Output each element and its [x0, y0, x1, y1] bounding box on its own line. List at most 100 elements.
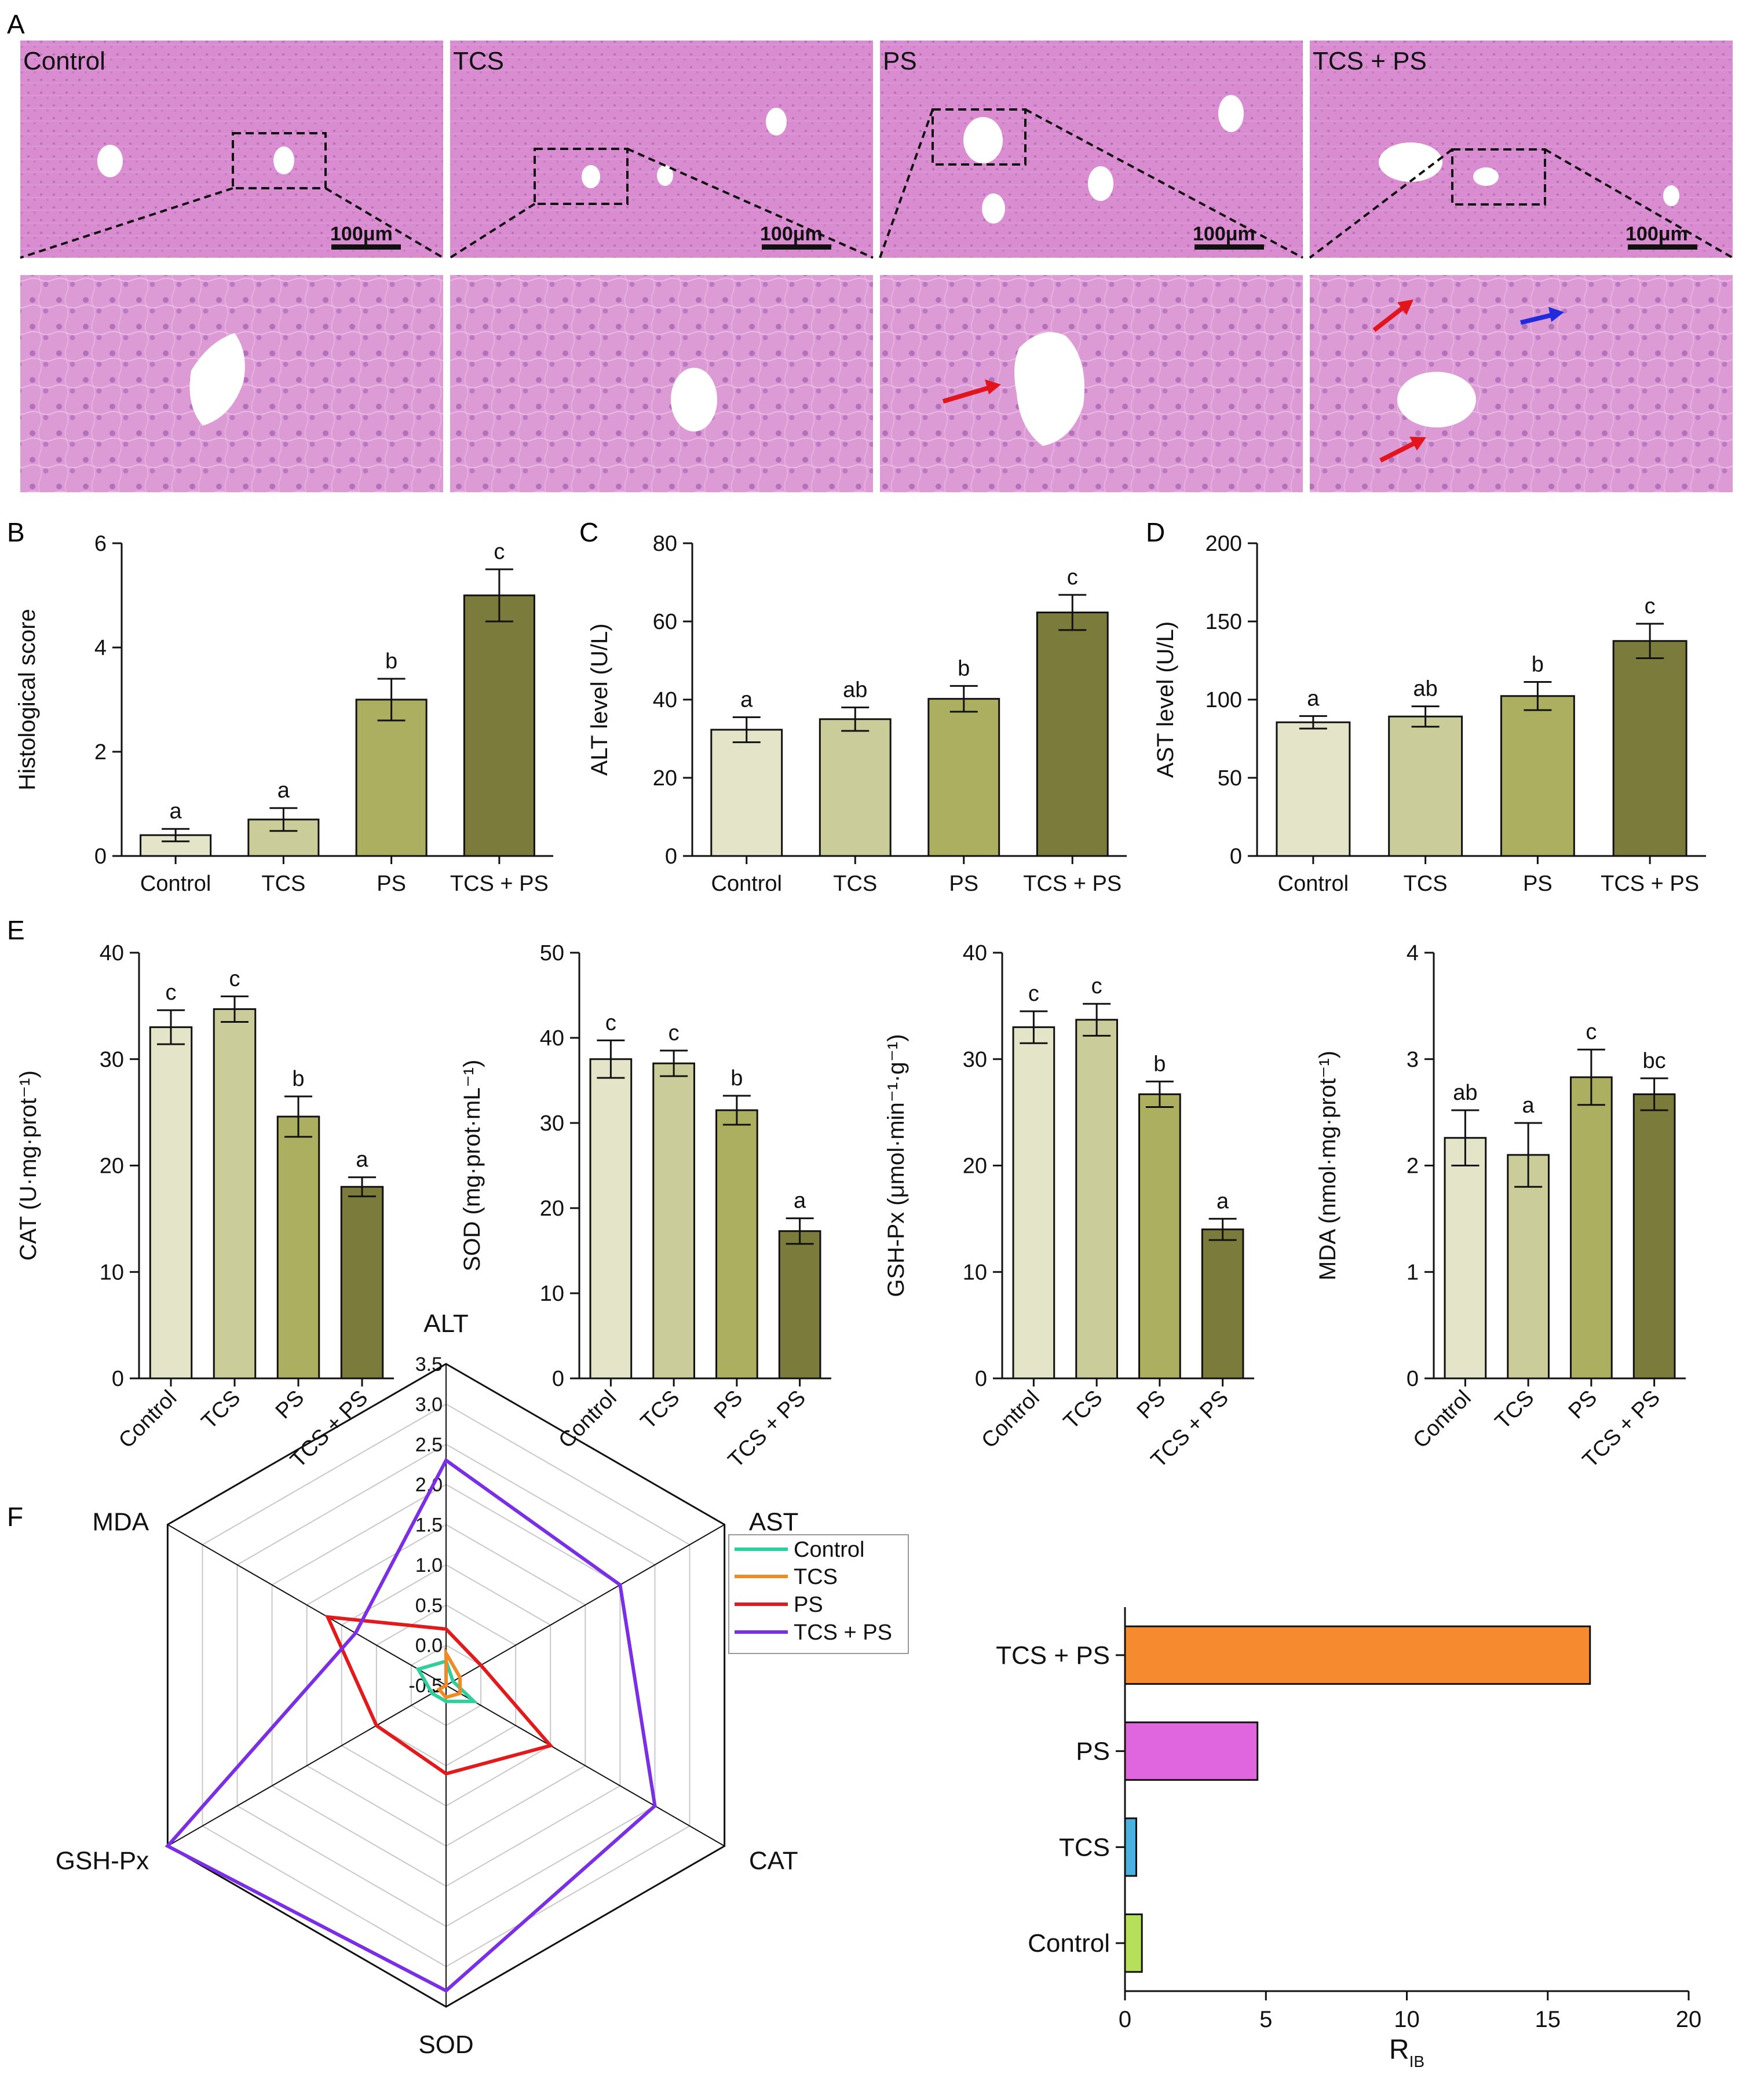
significance-letter: c: [494, 540, 505, 564]
significance-letter: c: [669, 1021, 680, 1045]
y-tick-label: 40: [100, 941, 124, 965]
x-tick-label: Control: [1408, 1386, 1475, 1453]
x-tick-label: TCS: [833, 872, 877, 896]
x-tick-label: TCS: [1404, 872, 1448, 896]
panel-label-f: F: [7, 1502, 23, 1532]
significance-letter: b: [1153, 1052, 1166, 1076]
y-tick-label: 0: [665, 844, 677, 869]
bar: [1201, 1228, 1244, 1380]
chart-alt-level: 0 20 40 60 80 ALT level (U/L) a Control ab TCS b PS…: [587, 532, 1127, 896]
y-tick-label: 4: [94, 636, 107, 660]
bar: [1124, 1817, 1137, 1877]
legend-entry: Control: [794, 1538, 865, 1562]
y-tick-label: 0: [1407, 1367, 1419, 1391]
y-tick-label: 10: [540, 1282, 564, 1306]
zoom-control: [20, 275, 443, 492]
x-tick-label: TCS + PS: [1601, 872, 1699, 896]
x-tick-label: PS: [949, 872, 978, 896]
scale-bar-label: 100μm: [1626, 223, 1688, 245]
radar-spoke: [167, 1685, 447, 1847]
x-tick-label: PS: [1133, 1386, 1171, 1424]
significance-letter: b: [1532, 652, 1544, 676]
scale-bar-label: 100μm: [1193, 223, 1255, 245]
bar: [1570, 1076, 1613, 1380]
x-tick-label: TCS: [261, 872, 305, 896]
y-tick-label: 30: [963, 1048, 987, 1072]
x-tick-label: TCS + PS: [1023, 872, 1122, 896]
radar-series-1: [436, 1647, 462, 1700]
x-tick-label: PS: [1564, 1386, 1602, 1424]
bar: [927, 698, 1000, 857]
y-axis-title: CAT (U·mg·prot⁻¹): [16, 1070, 41, 1261]
significance-letter: b: [385, 649, 397, 674]
significance-letter: a: [740, 687, 753, 712]
y-tick-label: 150: [1206, 610, 1242, 634]
y-tick-label: 10: [100, 1260, 124, 1285]
radar-axis-label: CAT: [749, 1847, 798, 1875]
bar: [213, 1008, 257, 1380]
y-tick-label: 40: [653, 688, 677, 712]
x-tick-label: Control: [554, 1386, 621, 1453]
y-tick-label: 20: [100, 1154, 124, 1179]
significance-letter: b: [292, 1067, 304, 1091]
x-axis-title: RIB: [1389, 2035, 1424, 2070]
radar-series-2: [324, 1615, 554, 1776]
significance-letter: ab: [1413, 677, 1437, 701]
significance-letter: a: [277, 778, 290, 803]
y-tick-label: 20: [653, 766, 677, 791]
y-tick-label: 6: [94, 532, 107, 556]
bar: [340, 1186, 384, 1380]
bar: [1012, 1026, 1055, 1380]
radar-tick-label: 2.5: [415, 1434, 443, 1456]
y-tick-label: 200: [1206, 532, 1242, 556]
significance-letter: c: [605, 1011, 616, 1035]
radar-legend: Control TCS PS TCS + PS: [728, 1534, 909, 1654]
radar-series-3: [165, 1458, 657, 1993]
micrograph-tcs-ps: TCS + PS 100μm: [1309, 41, 1733, 259]
bar: [819, 718, 892, 857]
red-arrow: [942, 385, 993, 404]
bar: [715, 1109, 758, 1380]
panel-label-b: B: [7, 517, 25, 547]
x-tick-label: PS: [1523, 872, 1553, 896]
bar: [1612, 640, 1687, 857]
y-axis-title: Histological score: [14, 609, 40, 790]
radar-tick-label: 0.5: [415, 1594, 443, 1616]
significance-letter: c: [1091, 974, 1102, 998]
x-tick-label: TCS: [1059, 1386, 1107, 1434]
group-label: TCS: [453, 47, 504, 75]
y-tick-label: 2: [1407, 1154, 1419, 1179]
significance-letter: a: [356, 1148, 368, 1172]
y-tick-label: 30: [540, 1111, 564, 1136]
y-tick-label: 0: [975, 1367, 987, 1391]
chart-histological-score: 0 2 4 6 Histological score a Control a TCS b PS c TC…: [14, 532, 553, 896]
radar-tick-label: -0.5: [408, 1675, 443, 1697]
bar: [1124, 1913, 1143, 1973]
radar-tick-label: 3.0: [415, 1393, 443, 1415]
significance-letter: a: [1307, 686, 1320, 711]
micrograph-control: Control 100μm: [20, 41, 444, 259]
y-tick-label: 0: [112, 1367, 124, 1391]
significance-letter: c: [166, 981, 177, 1005]
x-tick-label: Control: [977, 1386, 1044, 1453]
significance-letter: bc: [1643, 1049, 1666, 1073]
radar-tick-label: 3.5: [415, 1353, 443, 1375]
chart-sod: 0 10 20 30 40 50 SOD (mg·prot·mL⁻¹) c Control c TC…: [459, 941, 831, 1473]
significance-letter: ab: [1453, 1081, 1477, 1105]
blue-arrow: [1520, 312, 1555, 325]
bar: [710, 729, 783, 857]
radar-tick-label: 1.5: [415, 1514, 443, 1536]
significance-letter: b: [730, 1066, 743, 1091]
x-tick-label: TCS + PS: [450, 872, 549, 896]
zoom-tcs: [450, 275, 873, 492]
x-tick-label: Control: [711, 872, 783, 896]
bar: [1075, 1019, 1118, 1380]
x-tick-label: PS: [377, 872, 406, 896]
significance-letter: c: [1586, 1020, 1597, 1044]
significance-letter: c: [229, 967, 240, 991]
panel-label-d: D: [1146, 517, 1165, 547]
panel-label-c: C: [579, 517, 598, 547]
chart-cat: 0 10 20 30 40 CAT (U·mg·prot⁻¹) c Control c TCS b P…: [16, 941, 394, 1473]
chart-radar: -0.50.00.51.01.52.02.53.03.5ALTASTCATSOD…: [56, 1309, 799, 2059]
significance-letter: ab: [843, 678, 867, 703]
